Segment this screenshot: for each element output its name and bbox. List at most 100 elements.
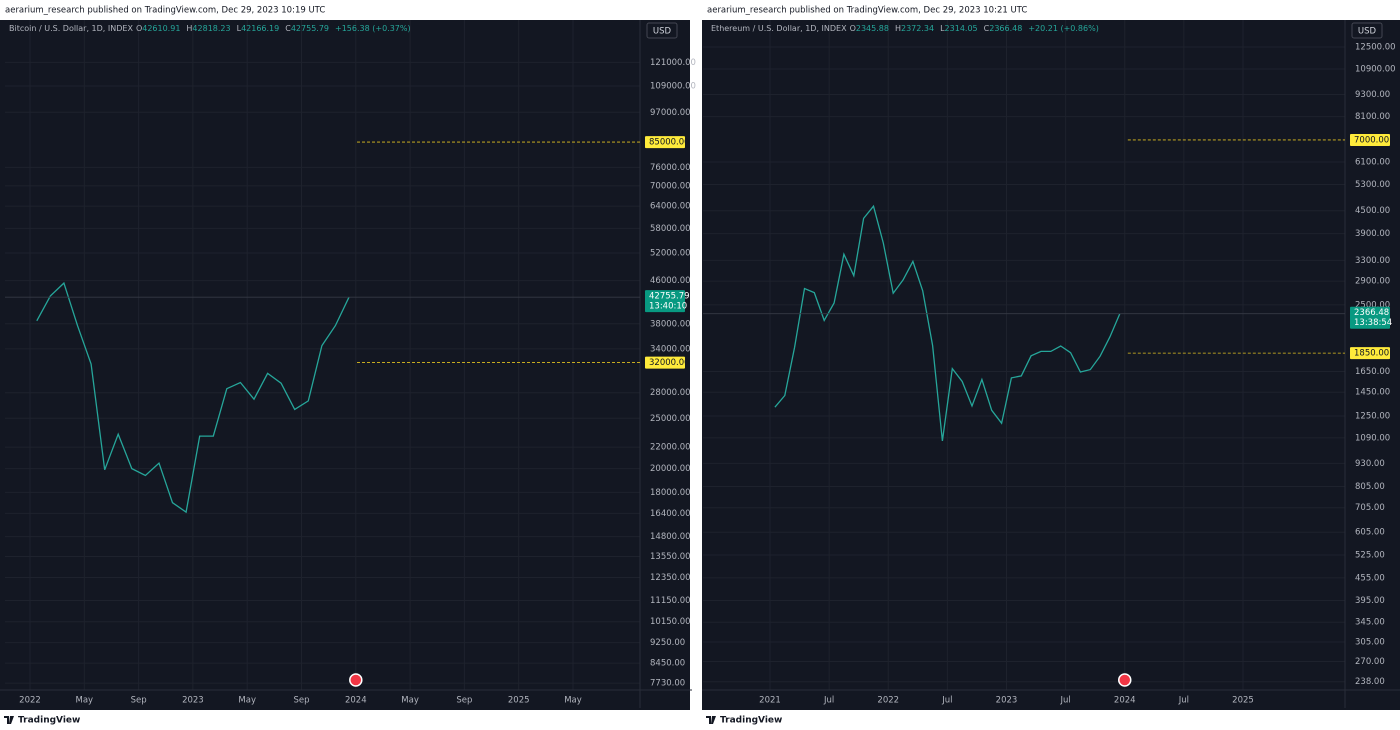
- countdown: 13:38:54: [1354, 318, 1392, 328]
- price-line: [774, 204, 1121, 441]
- y-tick-label: 3300.00: [1355, 256, 1390, 266]
- level-badge: [1350, 347, 1390, 360]
- x-tick-label: Jul: [823, 696, 834, 706]
- y-tick-label: 2900.00: [1355, 277, 1390, 287]
- change: +20.21 (+0.86%): [1028, 24, 1099, 33]
- y-tick-label: 10900.00: [1355, 65, 1396, 75]
- y-tick-label: 270.00: [1355, 657, 1385, 667]
- x-tick-label: May: [401, 696, 419, 706]
- events-icon: [349, 673, 363, 687]
- x-tick-label: 2025: [508, 696, 530, 706]
- y-tick-label: 605.00: [1355, 528, 1385, 538]
- ohlc-value: 2345.88: [855, 24, 889, 33]
- currency: USD: [1358, 27, 1377, 37]
- publisher: aerarium_research published on TradingVi…: [5, 6, 325, 16]
- currency-box: [646, 22, 678, 39]
- y-tick-label: 76000.00: [650, 163, 691, 173]
- level-label: 32000.00: [649, 358, 690, 368]
- chart-background: [702, 20, 1400, 710]
- x-tick-label: 2024: [345, 696, 367, 706]
- y-tick-label: 805.00: [1355, 482, 1385, 492]
- y-tick-label: 1450.00: [1355, 388, 1390, 398]
- ohlc-item: L42166.19: [237, 24, 283, 33]
- ohlc-item: H2372.34: [895, 24, 937, 33]
- y-tick-label: 97000.00: [650, 108, 691, 118]
- y-tick-label: 2500.00: [1355, 300, 1390, 310]
- x-tick-label: 2021: [759, 696, 781, 706]
- x-tick-label: May: [76, 696, 94, 706]
- ohlc-key: O: [849, 24, 856, 33]
- y-tick-label: 12350.00: [650, 573, 691, 583]
- publisher: aerarium_research published on TradingVi…: [707, 6, 1027, 16]
- ohlc-key: H: [894, 24, 901, 33]
- brand: TradingView: [18, 716, 80, 726]
- ohlc-key: L: [940, 24, 945, 33]
- y-tick-label: 25000.00: [650, 414, 691, 424]
- countdown: 13:40:10: [649, 302, 687, 312]
- y-tick-label: 52000.00: [650, 248, 691, 258]
- x-tick-label: 2023: [182, 696, 204, 706]
- y-tick-label: 10150.00: [650, 617, 691, 627]
- last-price-label: 2366.48: [1354, 308, 1389, 318]
- legend: Bitcoin / U.S. Dollar, 1D, INDEX O42610.9…: [9, 24, 414, 33]
- y-tick-label: 1090.00: [1355, 433, 1390, 443]
- ohlc-key: O: [135, 24, 143, 33]
- level-label: 85000.00: [649, 138, 690, 148]
- y-tick-label: 109000.00: [650, 81, 696, 91]
- x-tick-label: May: [238, 696, 256, 706]
- y-tick-label: 11150.00: [650, 596, 691, 606]
- ohlc-value: 42755.79: [290, 24, 329, 33]
- ohlc-value: 42610.91: [142, 24, 181, 33]
- brand: TradingView: [720, 716, 782, 726]
- ohlc-value: 42166.19: [241, 24, 280, 33]
- y-tick-label: 8100.00: [1355, 112, 1390, 122]
- y-tick-label: 5300.00: [1355, 180, 1390, 190]
- events-icon: [1118, 673, 1132, 687]
- ohlc-value: 2366.48: [989, 24, 1023, 33]
- y-tick-label: 28000.00: [650, 388, 691, 398]
- y-tick-label: 6100.00: [1355, 158, 1390, 168]
- y-tick-label: 525.00: [1355, 550, 1385, 560]
- y-tick-label: 16400.00: [650, 509, 691, 519]
- ohlc-key: C: [285, 24, 291, 33]
- ohlc-value: 2314.05: [944, 24, 978, 33]
- x-tick-label: 2022: [877, 696, 899, 706]
- x-tick-label: Sep: [131, 696, 147, 706]
- y-tick-label: 34000.00: [650, 344, 691, 354]
- x-tick-label: 2024: [1114, 696, 1136, 706]
- y-tick-label: 7730.00: [650, 679, 685, 689]
- symbol: Bitcoin / U.S. Dollar, 1D, INDEX: [9, 24, 133, 33]
- ohlc-item: C42755.79: [285, 24, 332, 33]
- y-tick-label: 9250.00: [650, 638, 685, 648]
- y-tick-label: 20000.00: [650, 464, 691, 474]
- ohlc-key: H: [186, 24, 193, 33]
- ohlc-item: L2314.05: [940, 24, 981, 33]
- y-tick-label: 8450.00: [650, 659, 685, 669]
- legend: Ethereum / U.S. Dollar, 1D, INDEX O2345.8…: [711, 24, 1102, 33]
- y-tick-label: 4500.00: [1355, 206, 1390, 216]
- x-tick-label: Jul: [941, 696, 952, 706]
- ohlc-value: 42818.23: [192, 24, 231, 33]
- y-tick-label: 238.00: [1355, 677, 1385, 687]
- y-tick-label: 1650.00: [1355, 367, 1390, 377]
- ohlc-value: 2372.34: [900, 24, 935, 33]
- price-line: [36, 281, 350, 514]
- ohlc-key: L: [236, 24, 242, 33]
- x-tick-label: May: [564, 696, 582, 706]
- ohlc-item: O42610.91: [136, 24, 183, 33]
- y-tick-label: 455.00: [1355, 573, 1385, 583]
- x-tick-label: 2025: [1232, 696, 1254, 706]
- y-tick-label: 46000.00: [650, 276, 691, 286]
- y-tick-label: 18000.00: [650, 488, 691, 498]
- level-label: 7000.00: [1354, 135, 1389, 145]
- brand-logo: [706, 716, 716, 724]
- y-tick-label: 121000.00: [650, 58, 696, 68]
- x-tick-label: Jul: [1178, 696, 1189, 706]
- last-price-label: 42755.79: [649, 292, 690, 302]
- y-tick-label: 705.00: [1355, 503, 1385, 513]
- symbol: Ethereum / U.S. Dollar, 1D, INDEX: [711, 24, 847, 33]
- y-tick-label: 305.00: [1355, 637, 1385, 647]
- ohlc-item: O2345.88: [850, 24, 892, 33]
